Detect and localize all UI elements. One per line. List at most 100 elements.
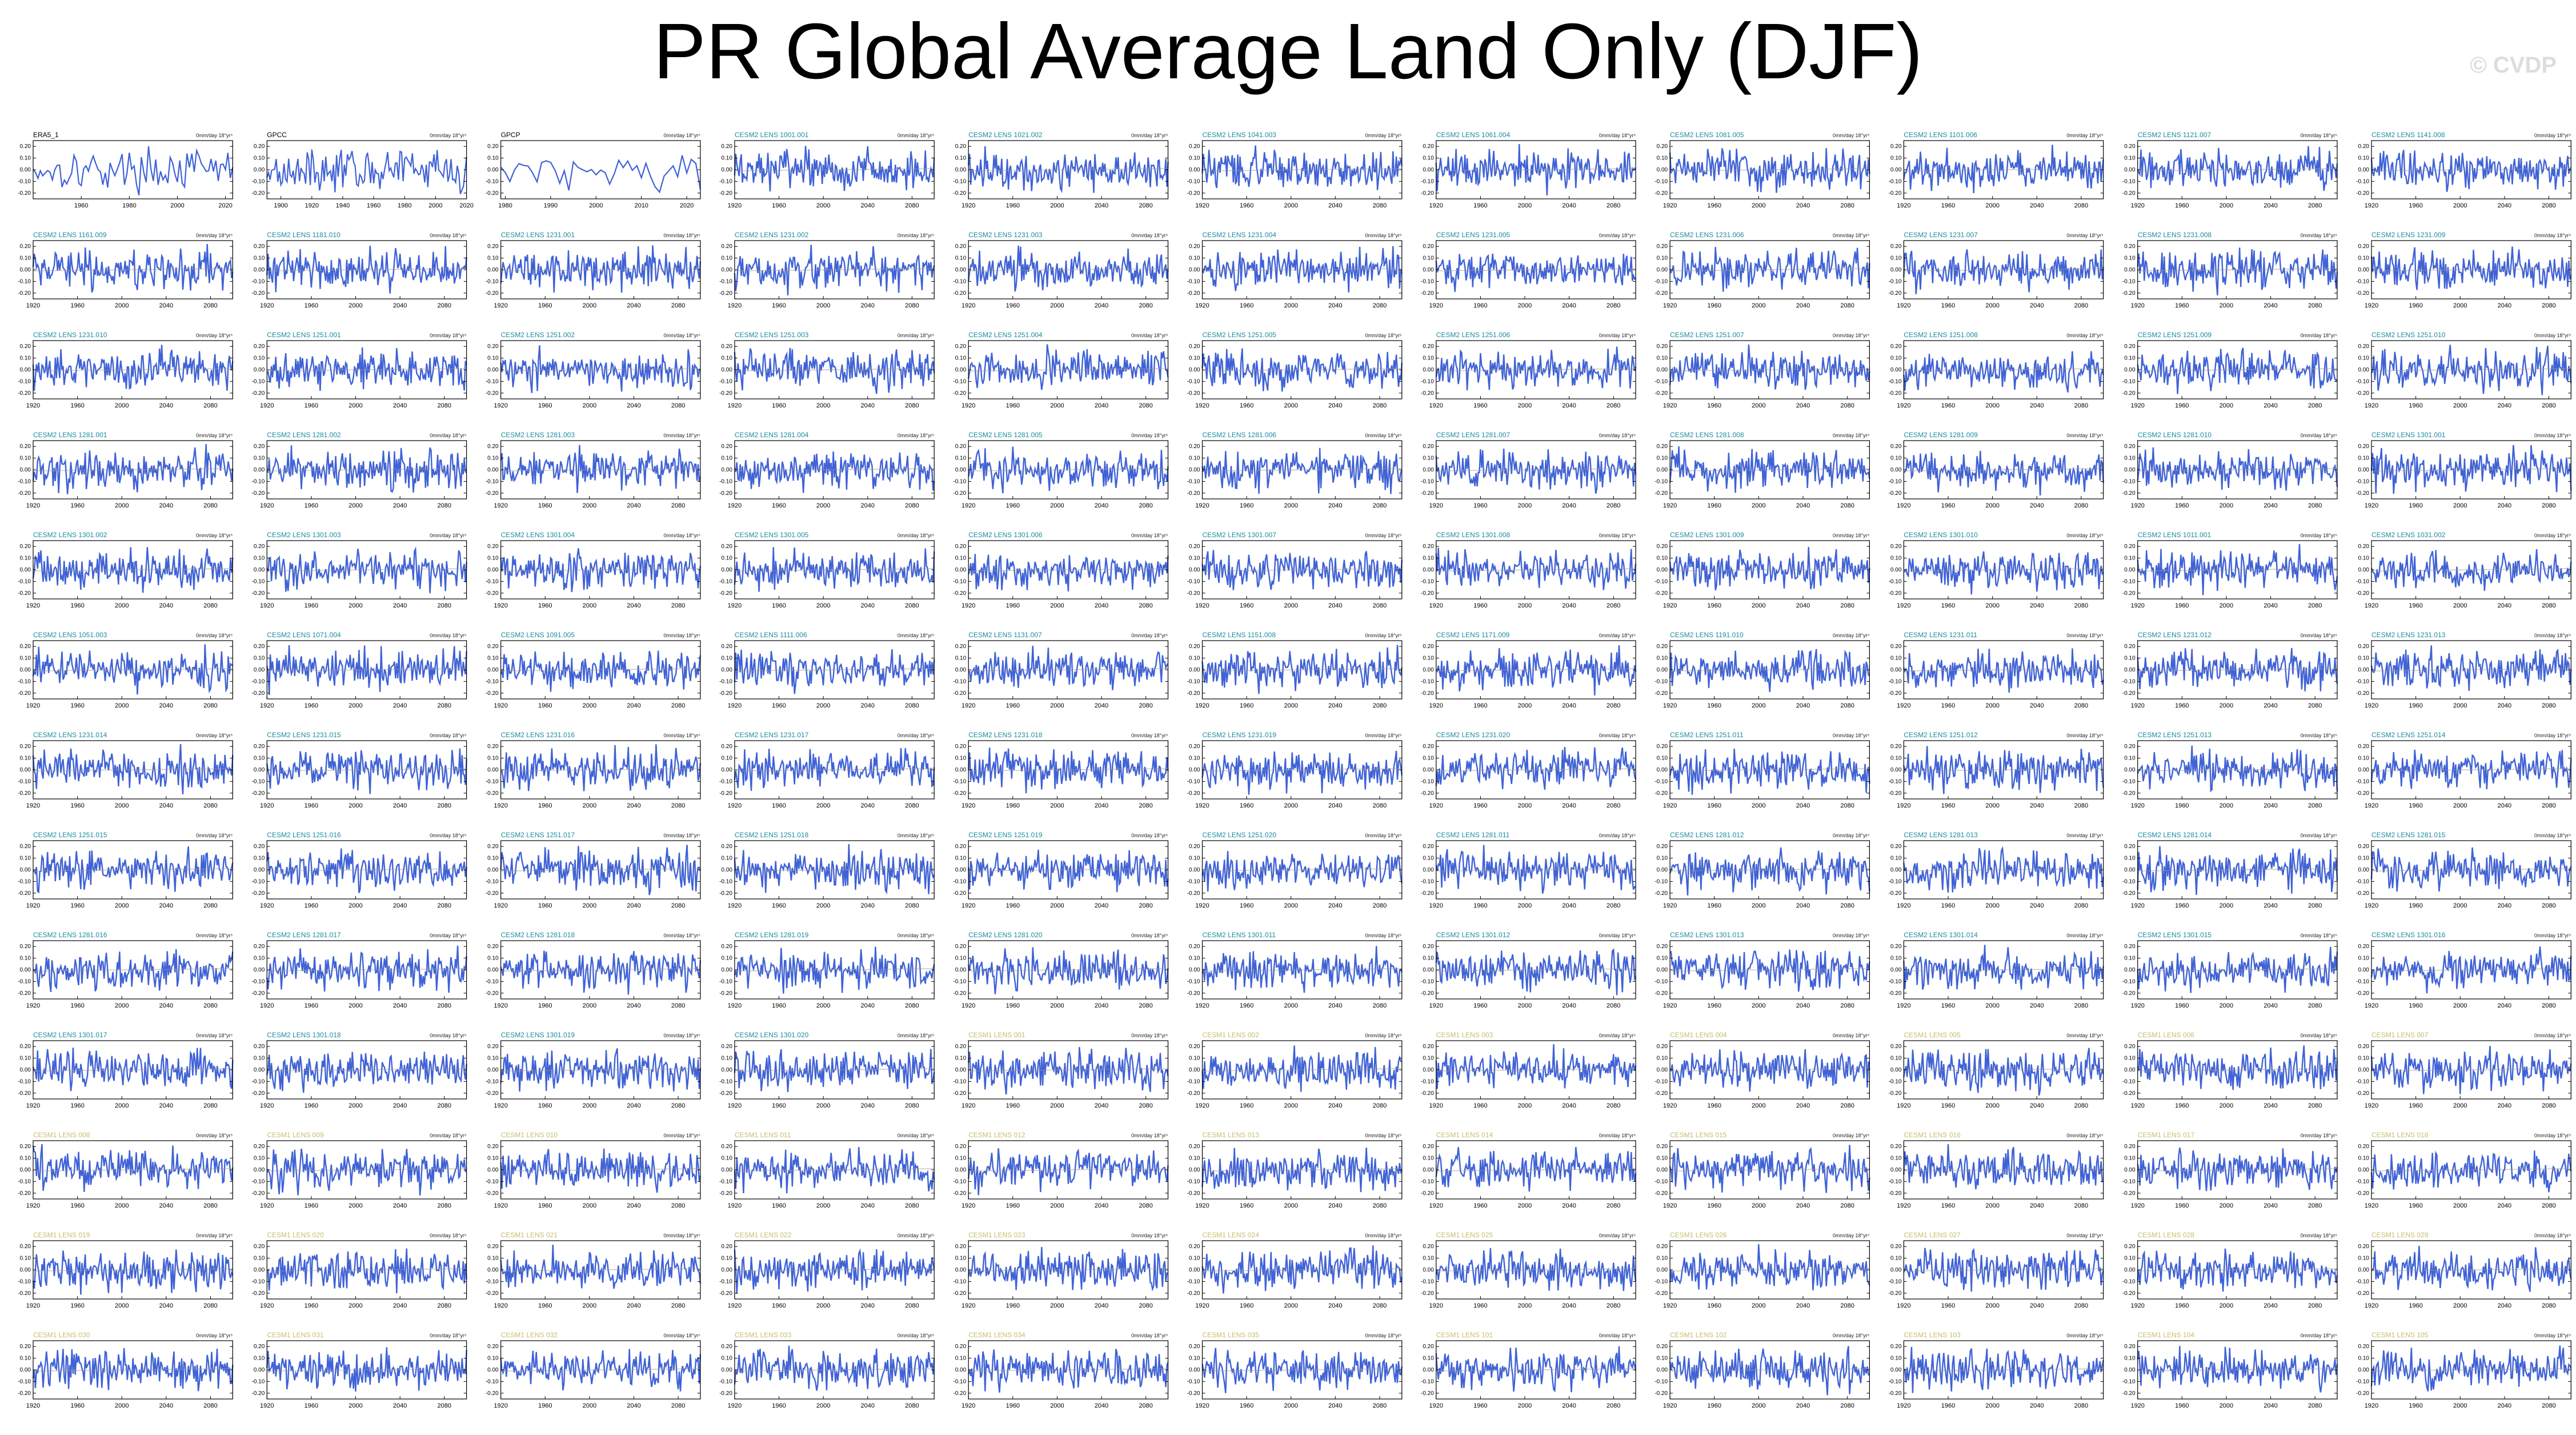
trend-line [2137,568,2338,571]
y-tick-label: 0.20 [721,944,732,950]
series-line [2370,749,2572,790]
y-tick-label: 0.00 [20,267,31,273]
y-tick-label: 0.20 [20,844,31,850]
panel-units-label: 0mm/day 18°yr⁵ [2066,933,2104,938]
trend-line [1904,368,2104,371]
panel-101: CESM2 LENS 1301.018 0mm/day 18°yr⁵-0.20-0… [252,1031,467,1109]
y-tick-label: -0.20 [2356,390,2369,397]
y-tick-label: 0.00 [1423,267,1434,273]
x-tick-label: 2000 [583,802,596,809]
x-tick-label: 1960 [70,302,84,309]
x-tick-label: 2040 [393,1102,407,1109]
panel-units-label: 0mm/day 18°yr⁵ [1365,1233,1402,1238]
y-tick-label: 0.20 [1189,643,1200,650]
panel-68: CESM2 LENS 1231.015 0mm/day 18°yr⁵-0.20-0… [252,731,467,809]
y-tick-label: -0.20 [18,190,31,197]
y-tick-label: 0.20 [955,844,967,850]
panel-11: CESM2 LENS 1141.008 0mm/day 18°yr⁵-0.20-0… [2356,131,2572,209]
y-tick-label: 0.20 [721,1144,732,1150]
y-tick-label: -0.20 [1654,1190,1668,1197]
y-tick-label: 0.10 [2124,155,2136,162]
series-line [1669,1346,1870,1396]
x-tick-label: 1960 [70,602,84,609]
panel-units-label: 0mm/day 18°yr⁵ [1365,133,1402,138]
panel-97: CESM2 LENS 1301.014 0mm/day 18°yr⁵-0.20-0… [1889,931,2104,1009]
trend-line [33,768,233,772]
x-tick-label: 1960 [305,802,318,809]
x-tick-label: 2080 [1139,602,1152,609]
y-tick-label: -0.20 [18,1090,31,1097]
y-tick-label: -0.10 [1421,1278,1434,1285]
y-tick-label: 0.10 [1890,555,1902,562]
x-tick-label: 2020 [218,202,232,209]
series-line [1435,253,1637,292]
y-tick-label: -0.10 [18,1378,31,1385]
panel-units-label: 0mm/day 18°yr⁵ [196,333,233,338]
panel-units-label: 0mm/day 18°yr⁵ [2301,1233,2338,1238]
panel-units-label: 0mm/day 18°yr⁵ [898,133,935,138]
y-tick-label: 0.00 [955,667,967,673]
series-line [968,646,1169,690]
x-tick-label: 2040 [393,1302,407,1309]
y-tick-label: 0.20 [2358,543,2370,550]
y-tick-label: 0.20 [955,343,967,350]
x-tick-label: 1920 [728,502,742,509]
x-tick-label: 2080 [1607,402,1620,409]
y-tick-label: 0.10 [20,555,31,562]
y-tick-label: 0.20 [1189,844,1200,850]
x-tick-label: 2040 [1095,1402,1108,1409]
x-tick-label: 1920 [2365,902,2378,909]
panel-title: CESM2 LENS 1171.009 [1436,631,1510,639]
series-line [1201,1148,1403,1192]
x-tick-label: 1920 [2365,702,2378,709]
y-tick-label: 0.00 [1890,1367,1902,1373]
x-tick-label: 2040 [2030,1402,2044,1409]
y-tick-label: -0.20 [486,1390,499,1397]
y-tick-label: 0.00 [254,367,265,373]
x-tick-label: 1920 [1195,602,1209,609]
panel-title: CESM1 LENS 026 [1670,1231,1727,1239]
panel-title: ERA5_1 [33,131,59,139]
y-tick-label: -0.20 [1654,1390,1668,1397]
y-tick-label: 0.00 [2358,467,2370,473]
y-tick-label: -0.20 [2356,1090,2369,1097]
y-tick-label: -0.10 [2122,278,2136,285]
x-tick-label: 2080 [203,702,217,709]
y-tick-label: -0.10 [1889,1178,1902,1185]
series-line [1201,246,1403,293]
panel-units-label: 0mm/day 18°yr⁵ [196,733,233,738]
x-tick-label: 1920 [1195,1002,1209,1009]
panel-23: CESM2 LENS 1231.010 0mm/day 18°yr⁵-0.20-0… [18,331,234,409]
x-tick-label: 1960 [70,1202,84,1209]
y-tick-label: 0.00 [1890,1267,1902,1273]
x-tick-label: 2080 [203,1002,217,1009]
panel-title: CESM1 LENS 005 [1904,1031,1961,1039]
x-tick-label: 2040 [159,1002,173,1009]
series-line [266,245,467,294]
y-tick-label: -0.10 [1889,678,1902,685]
y-tick-label: 0.20 [1423,243,1434,250]
y-tick-label: 0.20 [1423,1244,1434,1250]
x-tick-label: 1960 [1707,1102,1721,1109]
y-tick-label: 0.20 [955,243,967,250]
y-tick-label: 0.00 [1423,367,1434,373]
trend-line [33,268,233,271]
x-tick-label: 2080 [2542,402,2555,409]
y-tick-label: -0.20 [1889,690,1902,697]
y-tick-label: -0.10 [1421,578,1434,585]
x-tick-label: 2040 [627,702,640,709]
y-tick-label: 0.00 [1890,867,1902,873]
y-tick-label: -0.20 [18,890,31,897]
y-tick-label: 0.20 [1423,844,1434,850]
y-tick-label: 0.10 [1890,1156,1902,1162]
series-line [32,547,234,593]
y-tick-label: 0.10 [487,1256,499,1262]
y-tick-label: -0.20 [1187,290,1200,297]
y-tick-label: -0.10 [719,778,732,785]
x-tick-label: 1920 [1897,1002,1910,1009]
x-tick-label: 2000 [2220,1102,2233,1109]
x-tick-label: 1920 [1195,702,1209,709]
panel-38: CESM2 LENS 1281.005 0mm/day 18°yr⁵-0.20-0… [953,431,1169,509]
panel-units-label: 0mm/day 18°yr⁵ [1365,733,1402,738]
x-tick-label: 2000 [1985,702,1999,709]
